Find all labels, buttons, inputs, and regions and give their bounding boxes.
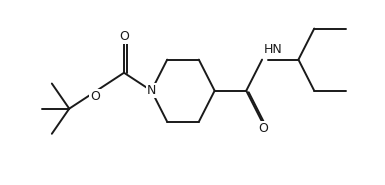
Text: N: N: [147, 84, 156, 97]
Text: HN: HN: [264, 43, 282, 56]
Text: O: O: [119, 30, 129, 43]
Text: O: O: [90, 90, 100, 103]
Text: O: O: [259, 122, 269, 135]
